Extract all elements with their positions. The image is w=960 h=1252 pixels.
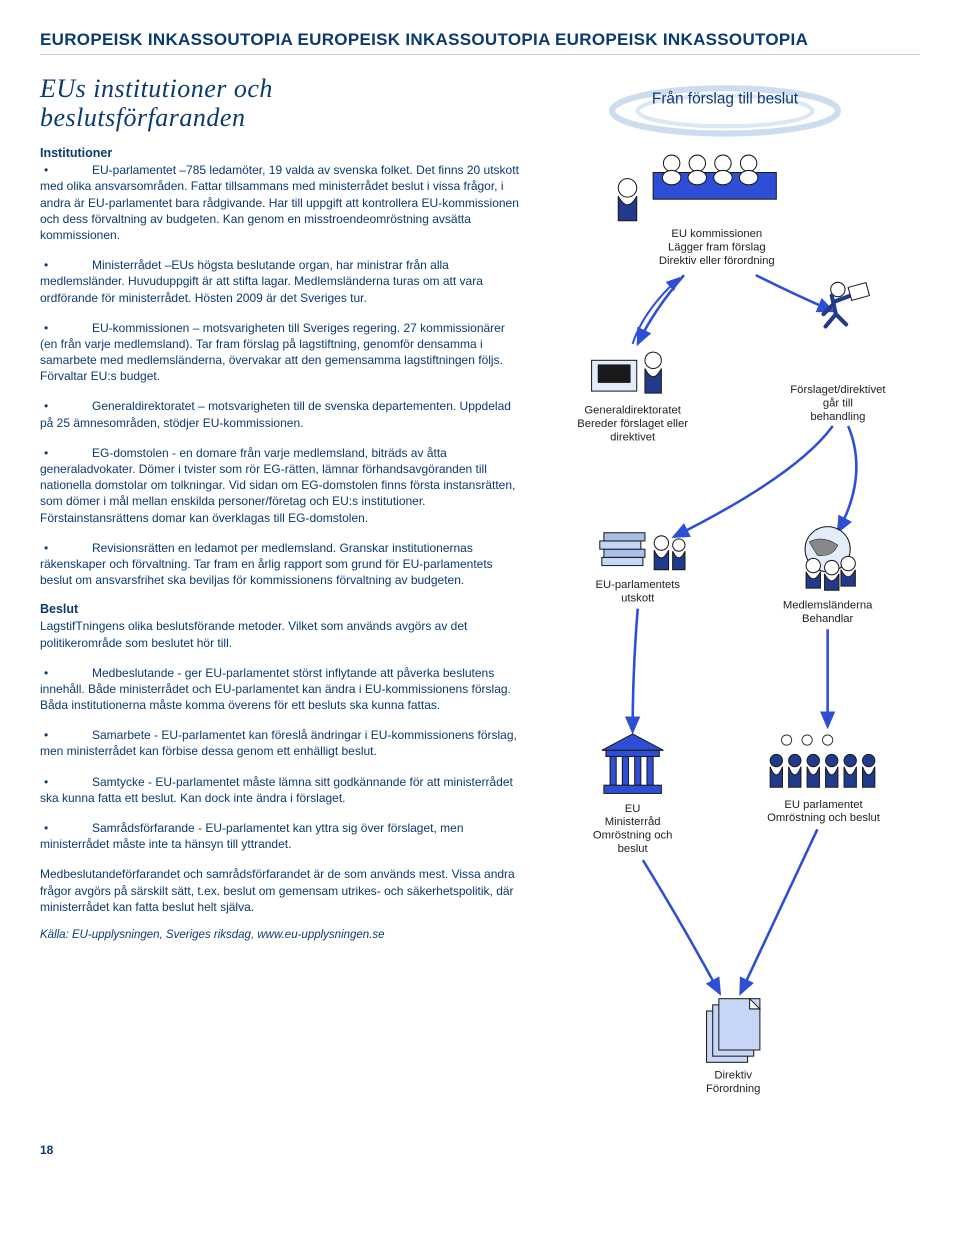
closing-paragraph: Medbeslutandeförfarandet och samrådsförf… (40, 866, 520, 915)
svg-text:EU-parlamentets: EU-parlamentets (595, 579, 680, 591)
beslut-heading: Beslut (40, 602, 520, 616)
header-divider (40, 54, 920, 55)
diagram-column: Från förslag till beslut EU kommissionen (530, 75, 920, 1115)
svg-text:Omröstning och beslut: Omröstning och beslut (767, 812, 881, 824)
svg-text:behandling: behandling (810, 411, 865, 423)
diagram-title: Från förslag till beslut (652, 91, 799, 108)
svg-text:Förordning: Förordning (706, 1083, 760, 1095)
title-line-1: EUs institutioner och (40, 74, 273, 103)
svg-text:Omröstning och: Omröstning och (593, 830, 673, 842)
svg-text:Behandlar: Behandlar (802, 613, 854, 625)
svg-text:direktivet: direktivet (610, 431, 656, 443)
bullet-3: EU-kommissionen – motsvarigheten till Sv… (40, 320, 520, 385)
svg-text:Direktiv: Direktiv (714, 1070, 752, 1082)
bullet-5: EG-domstolen - en domare från varje medl… (40, 445, 520, 526)
article-title: EUs institutioner och beslutsförfaranden (40, 75, 520, 132)
courier-icon (824, 282, 870, 326)
bullet-9: Samtycke - EU-parlamentet måste lämna si… (40, 774, 520, 806)
source-citation: Källa: EU-upplysningen, Sveriges riksdag… (40, 929, 520, 941)
page-header: EUROPEISK INKASSOUTOPIA EUROPEISK INKASS… (40, 30, 920, 50)
title-line-2: beslutsförfaranden (40, 103, 245, 132)
institutions-heading: Institutioner (40, 146, 520, 160)
parl-utskott-icon (600, 533, 685, 570)
svg-text:Lägger fram förslag: Lägger fram förslag (668, 241, 766, 253)
bullet-8: Samarbete - EU-parlamentet kan föreslå ä… (40, 727, 520, 759)
flowchart-diagram: Från förslag till beslut EU kommissionen (530, 75, 920, 1112)
bullet-10: Samrådsförfarande - EU-parlamentet kan y… (40, 820, 520, 852)
svg-text:Direktiv eller förordning: Direktiv eller förordning (659, 255, 775, 267)
svg-text:går till: går till (823, 397, 853, 409)
text-column: EUs institutioner och beslutsförfaranden… (40, 75, 520, 1115)
euparl-icon (770, 735, 875, 787)
svg-text:Bereder förslaget eller: Bereder förslaget eller (577, 418, 688, 430)
beslut-intro: LagstifTningens olika beslutsförande met… (40, 618, 520, 650)
svg-text:Förslaget/direktivet: Förslaget/direktivet (790, 384, 886, 396)
svg-text:utskott: utskott (621, 592, 655, 604)
commission-icon (618, 155, 776, 221)
svg-text:Ministerråd: Ministerråd (605, 816, 661, 828)
svg-text:Generaldirektoratet: Generaldirektoratet (584, 405, 681, 417)
svg-text:EU kommissionen: EU kommissionen (671, 228, 762, 240)
bullet-4: Generaldirektoratet – motsvarigheten til… (40, 398, 520, 430)
bullet-7: Medbeslutande - ger EU-parlamentet störs… (40, 665, 520, 714)
svg-text:EU parlamentet: EU parlamentet (784, 799, 863, 811)
final-docs-icon (707, 999, 760, 1063)
members-icon (805, 527, 855, 591)
svg-text:Medlemsländerna: Medlemsländerna (783, 600, 873, 612)
svg-text:beslut: beslut (618, 843, 649, 855)
bullet-6: Revisionsrätten en ledamot per medlemsla… (40, 540, 520, 589)
bullet-2: Ministerrådet –EUs högsta beslutande org… (40, 257, 520, 306)
council-icon (602, 734, 664, 794)
svg-text:EU: EU (625, 803, 641, 815)
gd-icon (592, 352, 662, 393)
bullet-1: EU-parlamentet –785 ledamöter, 19 valda … (40, 162, 520, 243)
page-number: 18 (40, 1143, 920, 1157)
